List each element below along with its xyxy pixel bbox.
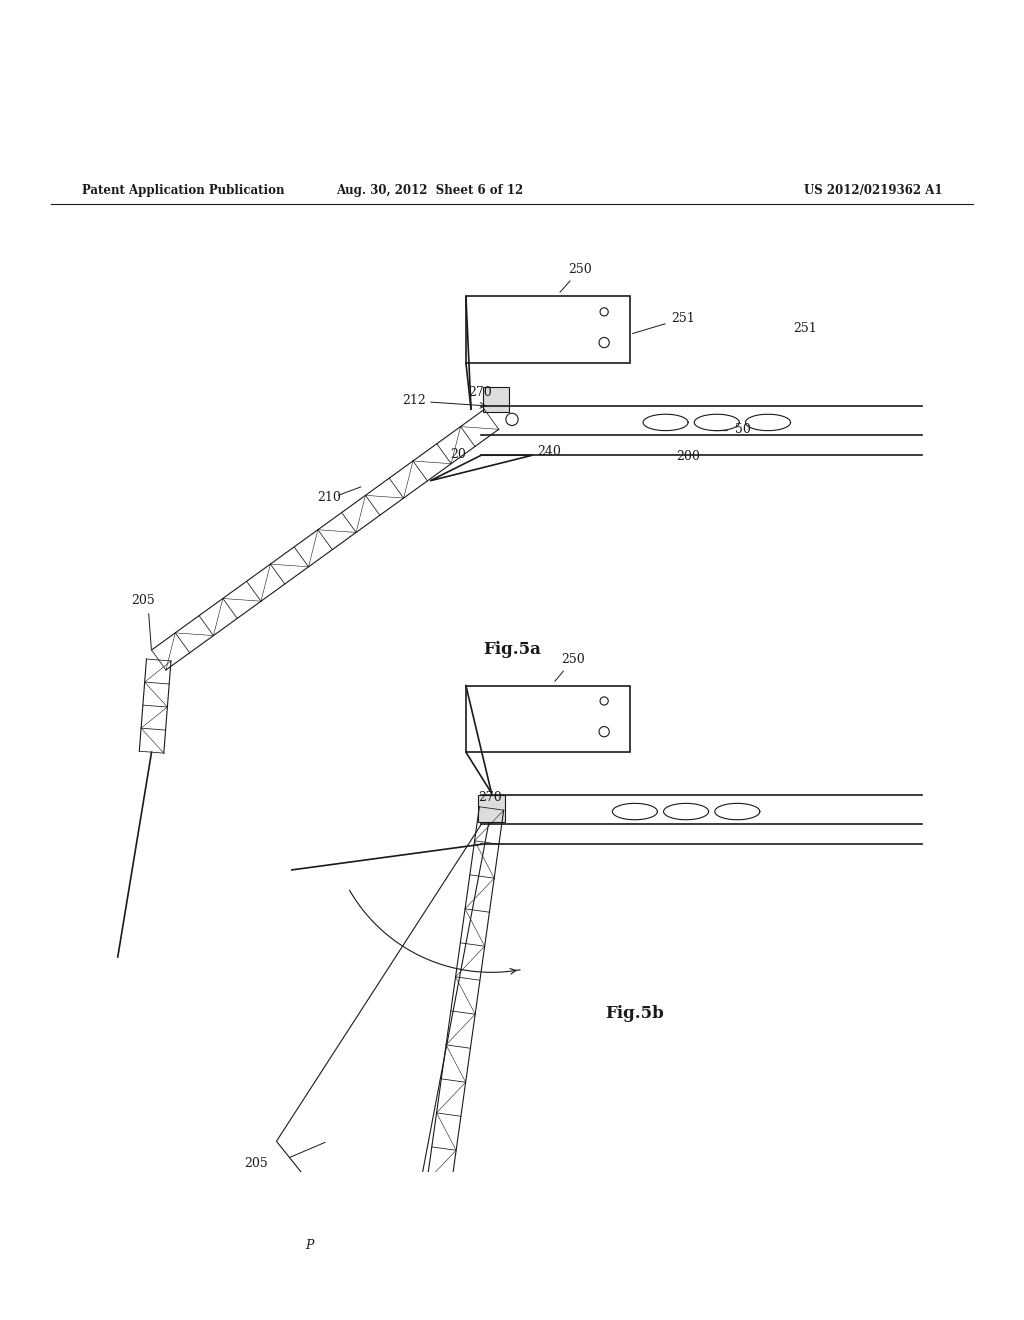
Text: 20: 20 — [451, 449, 467, 461]
Text: 205: 205 — [131, 594, 155, 607]
Text: Fig.5b: Fig.5b — [605, 1005, 665, 1022]
Text: 50: 50 — [735, 422, 752, 436]
Text: 270: 270 — [468, 385, 492, 399]
Text: P: P — [305, 1238, 313, 1251]
Text: 212: 212 — [402, 393, 426, 407]
Text: Aug. 30, 2012  Sheet 6 of 12: Aug. 30, 2012 Sheet 6 of 12 — [337, 183, 523, 197]
Text: 251: 251 — [794, 322, 817, 335]
Text: 251: 251 — [633, 312, 694, 334]
Text: Fig.5a: Fig.5a — [483, 642, 541, 659]
Text: 250: 250 — [555, 653, 585, 681]
Polygon shape — [478, 795, 505, 822]
Text: 210: 210 — [317, 491, 341, 504]
Text: 270: 270 — [478, 791, 502, 804]
Text: 205: 205 — [244, 1156, 267, 1170]
Text: 250: 250 — [560, 263, 592, 292]
Polygon shape — [483, 387, 509, 412]
Text: 200: 200 — [676, 450, 699, 463]
Text: US 2012/0219362 A1: US 2012/0219362 A1 — [804, 183, 942, 197]
Text: Patent Application Publication: Patent Application Publication — [82, 183, 285, 197]
Text: 240: 240 — [538, 445, 561, 458]
